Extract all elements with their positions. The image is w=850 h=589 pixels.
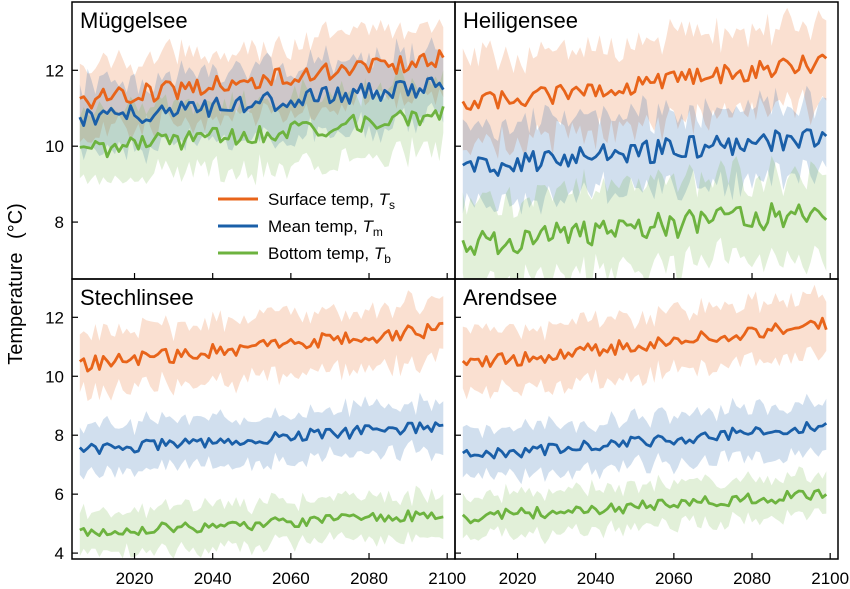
series-line	[462, 421, 828, 460]
series-line	[78, 321, 444, 373]
panel-title: Müggelsee	[80, 8, 188, 33]
legend-entry: Mean temp, Tm	[268, 217, 383, 239]
uncertainty-band	[462, 85, 827, 215]
plot-area	[461, 7, 828, 279]
series-line	[78, 76, 445, 127]
panel-title: Arendsee	[463, 285, 557, 310]
series-line	[461, 316, 828, 368]
x-tick-label: 2020	[499, 569, 537, 588]
y-tick-label: 12	[45, 61, 64, 80]
uncertainty-band	[79, 485, 444, 559]
panel-title: Heiligensee	[463, 8, 578, 33]
uncertainty-band	[462, 155, 827, 279]
y-tick-label: 8	[55, 213, 64, 232]
y-tick-label: 4	[55, 544, 64, 563]
y-tick-label: 12	[45, 308, 64, 327]
series-line	[79, 49, 445, 110]
panel-heiligensee: Heiligensee	[454, 1, 839, 280]
x-tick-label: 2080	[733, 569, 771, 588]
series-line	[78, 421, 444, 455]
series-line	[461, 202, 828, 256]
panel-stechlinsee: Stechlinsee 4 6 8 10 12 2020 2040 2060 2080 2100	[45, 278, 466, 588]
plot-area	[78, 19, 445, 186]
y-tick-label: 8	[55, 426, 64, 445]
x-tick-label: 2100	[428, 569, 466, 588]
uncertainty-band	[462, 284, 827, 400]
y-axis-label-unit: (°C)	[5, 203, 27, 239]
panel-arendsee: Arendsee 2020 2040 2060 2080 2100	[454, 278, 849, 588]
series-line	[79, 105, 445, 159]
series-line	[461, 53, 828, 111]
y-tick-label: 10	[45, 367, 64, 386]
x-tick-label: 2020	[116, 569, 154, 588]
x-tick-label: 2060	[655, 569, 693, 588]
legend-entry: Bottom temp, Tb	[268, 244, 391, 266]
legend: Surface temp, Ts Mean temp, Tm Bottom temp…	[218, 190, 395, 266]
y-tick-label: 10	[45, 137, 64, 156]
x-tick-label: 2080	[350, 569, 388, 588]
series-line	[461, 488, 828, 525]
legend-entry: Surface temp, Ts	[268, 190, 395, 212]
x-tick-label: 2040	[194, 569, 232, 588]
x-tick-label: 2040	[577, 569, 615, 588]
plot-area	[78, 290, 444, 559]
panel-title: Stechlinsee	[80, 285, 194, 310]
y-tick-label: 6	[55, 485, 64, 504]
uncertainty-band	[462, 393, 827, 485]
plot-area	[461, 284, 828, 545]
y-axis-label-text: Temperature	[5, 253, 27, 365]
uncertainty-band	[79, 392, 444, 480]
series-line	[79, 509, 444, 537]
uncertainty-band	[79, 290, 444, 401]
x-tick-label: 2060	[272, 569, 310, 588]
y-axis-label: Temperature (°C)	[5, 203, 27, 365]
x-tick-label: 2100	[811, 569, 849, 588]
series-line	[462, 128, 828, 177]
panel-mggelsee: Müggelsee 8 10 12	[45, 1, 456, 280]
panel-frame	[454, 278, 839, 560]
panels: Müggelsee 8 10 12 Heiligensee Stechlinsee 4 6 8 1…	[45, 1, 849, 588]
